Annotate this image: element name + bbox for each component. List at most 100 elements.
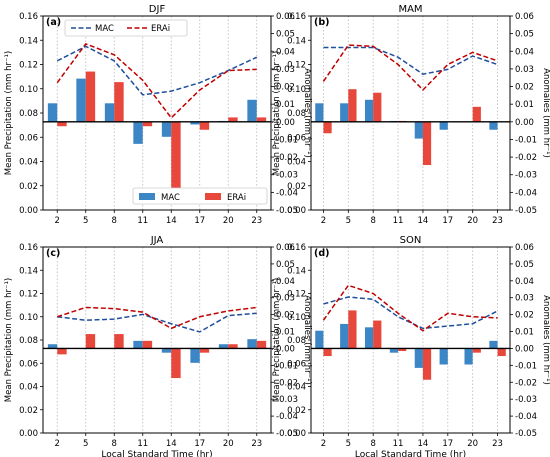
bar-mac	[489, 121, 498, 130]
panel-mam: 0.00 0.02 0.04 0.06 0.08 0.10 0.12 0.14 0.16 -0.0…	[272, 4, 550, 226]
y-axis-label-left: Mean Precipitation (mm hr⁻¹)	[272, 51, 282, 175]
bar-erai	[228, 344, 238, 349]
y-tick-label-right: -0.02	[515, 153, 537, 163]
y-tick-label-left: 0.14	[19, 36, 38, 46]
bar-mac	[161, 348, 172, 353]
y-tick-label-right: -0.03	[515, 171, 537, 181]
y-tick-label-left: 0.14	[287, 36, 306, 46]
y-tick-label-right: -0.03	[276, 395, 298, 405]
bar-mac	[439, 348, 448, 365]
y-tick-label-left: 0.00	[19, 429, 38, 439]
bar-erai	[85, 334, 96, 349]
y-tick-label-left: 0.14	[19, 266, 38, 276]
y-tick-label-right: 0.04	[515, 277, 534, 287]
y-tick-label-right: 0.03	[276, 65, 295, 75]
y-tick-label-left: 0.06	[19, 359, 38, 369]
plot-frame	[42, 246, 272, 434]
panel-djf: 0.00 0.02 0.04 0.06 0.08 0.10 0.12 0.14 0.16 -0.0…	[4, 4, 312, 226]
y-tick-label-left: 0.02	[19, 182, 38, 192]
y-axis-label-left: Mean Precipitation (mm hr⁻¹)	[4, 51, 14, 175]
y-tick-label-left: 0.02	[287, 182, 306, 192]
y-tick-label-right: -0.03	[276, 171, 298, 181]
bar-erai	[472, 348, 481, 353]
y-tick-label-left: 0.04	[287, 383, 306, 393]
y-tick-label-left: 0.16	[19, 12, 38, 22]
y-tick-label-left: 0.16	[287, 243, 306, 253]
bar-erai	[323, 348, 332, 357]
bar-erai	[114, 334, 124, 349]
bar-mac	[76, 78, 86, 122]
bar-mac	[340, 103, 349, 122]
y-tick-label-left: 0.16	[287, 12, 306, 22]
x-tick-label: 2	[55, 439, 60, 449]
bar-erai	[472, 106, 481, 122]
y-tick-label-right: -0.01	[515, 135, 537, 145]
bar-erai	[422, 348, 432, 380]
y-tick-label-right: 0.05	[515, 260, 534, 270]
bar-erai	[228, 117, 238, 122]
y-tick-label-right: 0.02	[515, 311, 534, 321]
x-tick-label: 23	[492, 439, 503, 449]
y-tick-label-right: -0.01	[276, 135, 298, 145]
y-tick-label-right: -0.02	[276, 153, 298, 163]
bar-erai	[348, 89, 357, 122]
y-tick-label-right: 0.04	[276, 277, 295, 287]
y-tick-label-left: 0.16	[19, 243, 38, 253]
bar-mac	[489, 340, 498, 349]
y-axis-label-right: Anomalies (mm hr⁻¹)	[302, 68, 312, 158]
y-tick-label-right: -0.05	[515, 429, 537, 439]
y-tick-label-right: -0.04	[276, 188, 298, 198]
y-tick-label-right: -0.05	[276, 206, 298, 216]
legend-swatch-erai-bar	[205, 193, 221, 200]
y-tick-label-left: 0.08	[287, 336, 306, 346]
x-tick-label: 14	[166, 439, 177, 449]
y-tick-label-right: 0.01	[276, 100, 295, 110]
y-tick-label-right: 0.03	[515, 65, 534, 75]
panel-title: DJF	[149, 4, 166, 15]
y-axis-label-right: Anomalies (mm hr⁻¹)	[541, 295, 550, 385]
x-tick-label: 11	[137, 216, 148, 226]
y-tick-label-left: 0.08	[19, 109, 38, 119]
bar-mac	[104, 103, 115, 122]
y-tick-label-right: -0.04	[515, 188, 537, 198]
bar-erai	[142, 121, 153, 127]
x-tick-label: 23	[251, 216, 262, 226]
panel-title: MAM	[398, 4, 422, 15]
x-tick-label: 5	[346, 439, 351, 449]
panel-label: (c)	[46, 248, 60, 259]
y-tick-label-left: 0.12	[19, 290, 38, 300]
bar-mac	[414, 348, 423, 368]
y-tick-label-left: 0.00	[287, 206, 306, 216]
bar-erai	[497, 348, 506, 357]
x-tick-label: 14	[418, 216, 429, 226]
bar-mac	[439, 121, 448, 130]
y-tick-label-right: -0.04	[515, 412, 537, 422]
x-tick-label: 5	[346, 216, 351, 226]
panel-label: (a)	[46, 17, 61, 28]
y-tick-label-right: -0.03	[515, 395, 537, 405]
y-tick-label-right: 0.05	[276, 260, 295, 270]
x-tick-label: 2	[55, 216, 60, 226]
y-tick-label-left: 0.06	[19, 133, 38, 143]
x-tick-label: 11	[393, 216, 404, 226]
y-tick-label-right: 0.00	[515, 118, 534, 128]
bar-mac	[247, 339, 257, 349]
y-tick-label-right: 0.02	[276, 83, 295, 93]
bar-mac	[340, 323, 349, 349]
y-tick-label-right: 0.00	[515, 344, 534, 354]
y-tick-label-left: 0.10	[19, 85, 38, 95]
x-tick-label: 2	[321, 439, 326, 449]
y-tick-label-right: 0.04	[515, 47, 534, 57]
bar-mac	[364, 327, 374, 349]
bar-mac	[218, 344, 229, 349]
y-tick-label-left: 0.00	[287, 429, 306, 439]
line-erai	[322, 284, 498, 332]
y-tick-label-right: 0.03	[515, 294, 534, 304]
x-tick-label: 8	[370, 439, 375, 449]
line-mac	[323, 46, 498, 75]
bar-erai	[171, 348, 181, 379]
bar-erai	[422, 121, 432, 166]
bar-erai	[256, 117, 267, 122]
bar-erai	[199, 348, 210, 353]
y-tick-label-right: 0.05	[276, 30, 295, 40]
